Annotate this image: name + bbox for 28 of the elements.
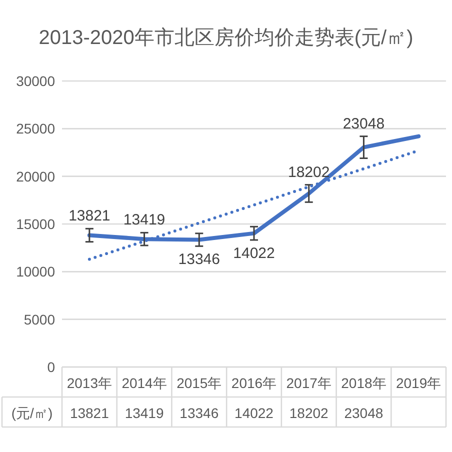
series-name: (元/㎡)	[11, 405, 53, 421]
x-tick-label: 2014年	[122, 375, 167, 391]
x-tick-label: 2017年	[286, 375, 332, 391]
table-value: 13821	[70, 405, 109, 421]
chart-title: 2013-2020年市北区房价均价走势表(元/㎡)	[38, 27, 414, 49]
y-tick-label: 5000	[24, 311, 55, 328]
x-tick-label: 2013年	[66, 375, 112, 391]
data-label: 13821	[68, 208, 110, 225]
x-tick-label: 2015年	[176, 375, 222, 391]
x-tick-label: 2018年	[341, 375, 386, 391]
table-value: 23048	[344, 405, 384, 421]
table-value: 14022	[234, 405, 274, 421]
y-tick-label: 10000	[16, 264, 55, 280]
y-tick-label: 25000	[16, 120, 55, 137]
data-label: 14022	[233, 245, 275, 262]
x-tick-label: 2016年	[231, 375, 277, 391]
table-value: 13346	[180, 405, 219, 421]
data-label: 18202	[288, 164, 330, 181]
data-label: 23048	[342, 115, 385, 132]
y-tick-label: 15000	[16, 216, 55, 232]
table-value: 13419	[124, 405, 164, 421]
data-label: 13419	[123, 212, 166, 229]
y-tick-label: 0	[47, 359, 55, 375]
data-label: 13346	[178, 251, 220, 268]
table-value: 18202	[289, 405, 328, 421]
y-tick-label: 20000	[16, 168, 55, 184]
x-tick-label: 2019年	[396, 375, 442, 391]
y-tick-label: 30000	[16, 73, 55, 89]
